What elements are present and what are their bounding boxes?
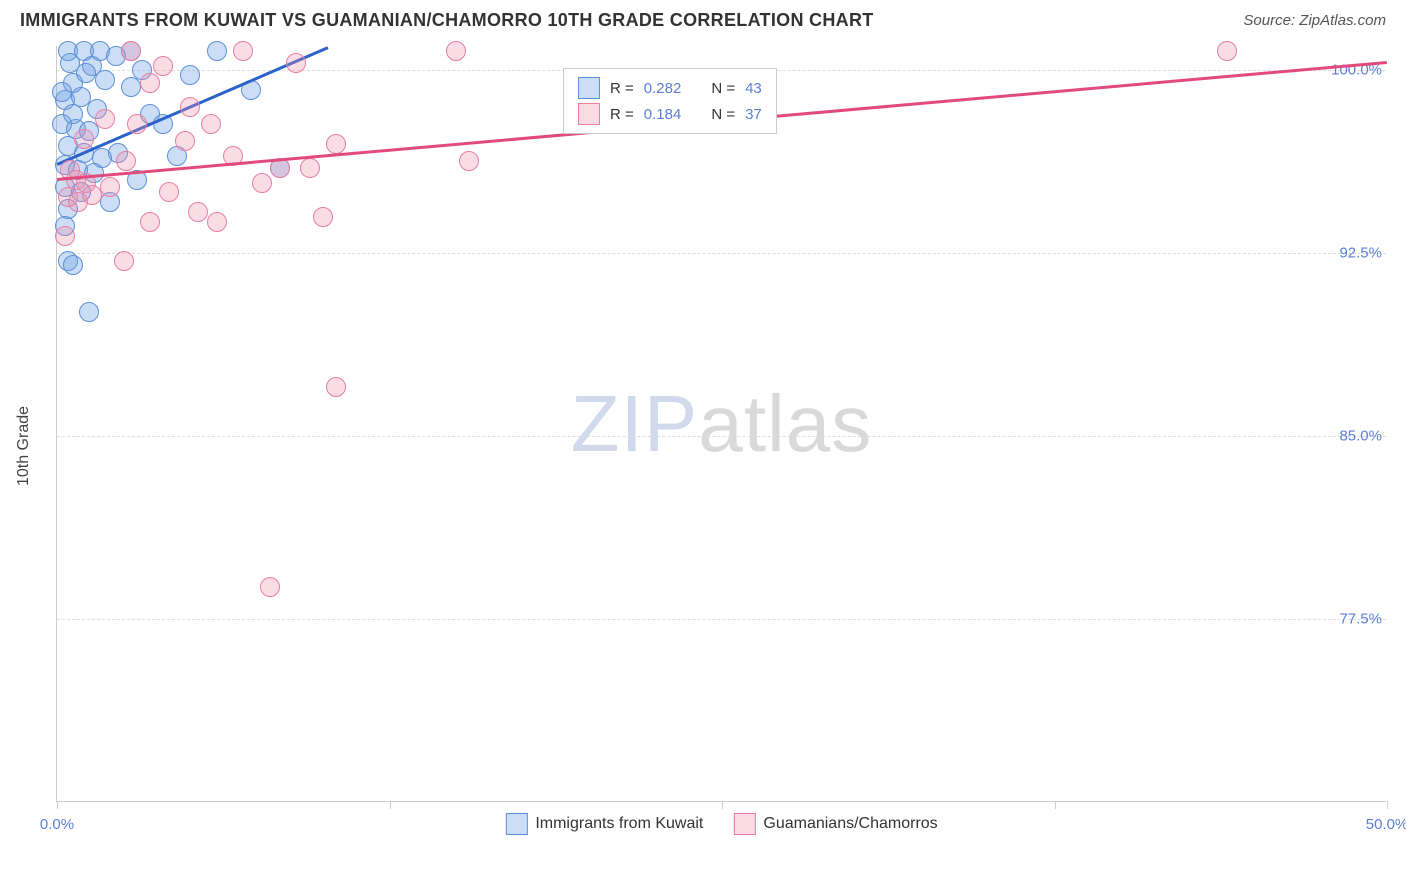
source-name: ZipAtlas.com	[1299, 12, 1386, 29]
legend-n-value: 37	[745, 106, 762, 123]
legend-swatch	[733, 813, 755, 835]
gridline-y	[57, 436, 1386, 437]
legend-swatch	[578, 77, 600, 99]
gridline-y	[57, 253, 1386, 254]
legend-label: Immigrants from Kuwait	[535, 815, 703, 833]
scatter-point-guam	[175, 131, 195, 151]
scatter-point-guam	[121, 41, 141, 61]
scatter-point-guam	[207, 212, 227, 232]
source-label: Source:	[1243, 12, 1299, 29]
legend-stats-row: R = 0.184 N = 37	[578, 101, 762, 127]
legend-item-guam: Guamanians/Chamorros	[733, 813, 937, 835]
scatter-point-kuwait	[63, 104, 83, 124]
scatter-point-kuwait	[79, 302, 99, 322]
scatter-point-guam	[180, 97, 200, 117]
legend-r-label: R =	[610, 80, 634, 97]
x-tick	[1387, 801, 1388, 809]
scatter-point-kuwait	[63, 255, 83, 275]
legend-n-label: N =	[711, 80, 735, 97]
scatter-point-guam	[459, 151, 479, 171]
scatter-point-guam	[114, 251, 134, 271]
x-tick	[390, 801, 391, 809]
scatter-point-guam	[326, 377, 346, 397]
y-tick-label: 92.5%	[1339, 245, 1382, 262]
y-axis-label: 10th Grade	[15, 406, 33, 486]
scatter-chart: ZIPatlas 77.5%85.0%92.5%100.0%0.0%50.0%R…	[56, 46, 1386, 802]
legend-stats-row: R = 0.282 N = 43	[578, 75, 762, 101]
legend-swatch	[505, 813, 527, 835]
watermark-atlas: atlas	[698, 379, 872, 468]
legend-swatch	[578, 103, 600, 125]
scatter-point-guam	[55, 226, 75, 246]
scatter-point-kuwait	[52, 82, 72, 102]
scatter-point-guam	[127, 114, 147, 134]
scatter-point-guam	[159, 182, 179, 202]
source-attribution: Source: ZipAtlas.com	[1243, 12, 1386, 30]
scatter-point-guam	[326, 134, 346, 154]
y-tick-label: 85.0%	[1339, 428, 1382, 445]
scatter-point-guam	[300, 158, 320, 178]
scatter-point-guam	[74, 129, 94, 149]
x-tick	[1055, 801, 1056, 809]
scatter-point-guam	[260, 577, 280, 597]
legend-r-value: 0.184	[644, 106, 682, 123]
scatter-point-kuwait	[180, 65, 200, 85]
legend-item-kuwait: Immigrants from Kuwait	[505, 813, 703, 835]
watermark: ZIPatlas	[571, 378, 872, 470]
legend-bottom: Immigrants from Kuwait Guamanians/Chamorr…	[505, 813, 937, 835]
legend-r-label: R =	[610, 106, 634, 123]
scatter-point-guam	[95, 109, 115, 129]
scatter-point-guam	[252, 173, 272, 193]
scatter-point-guam	[82, 185, 102, 205]
chart-title: IMMIGRANTS FROM KUWAIT VS GUAMANIAN/CHAM…	[20, 10, 874, 31]
scatter-point-guam	[233, 41, 253, 61]
legend-r-value: 0.282	[644, 80, 682, 97]
scatter-point-guam	[286, 53, 306, 73]
scatter-point-guam	[140, 212, 160, 232]
scatter-point-guam	[446, 41, 466, 61]
scatter-point-guam	[313, 207, 333, 227]
scatter-point-kuwait	[121, 77, 141, 97]
x-tick	[722, 801, 723, 809]
x-tick-label: 0.0%	[40, 816, 74, 833]
legend-label: Guamanians/Chamorros	[763, 815, 937, 833]
legend-stats-box: R = 0.282 N = 43 R = 0.184 N = 37	[563, 68, 777, 134]
scatter-point-guam	[140, 73, 160, 93]
x-tick-label: 50.0%	[1366, 816, 1406, 833]
scatter-point-guam	[100, 177, 120, 197]
scatter-point-kuwait	[76, 63, 96, 83]
gridline-y	[57, 619, 1386, 620]
scatter-point-guam	[153, 56, 173, 76]
scatter-point-kuwait	[95, 70, 115, 90]
legend-n-label: N =	[711, 106, 735, 123]
scatter-point-guam	[116, 151, 136, 171]
scatter-point-guam	[188, 202, 208, 222]
watermark-zip: ZIP	[571, 379, 698, 468]
y-tick-label: 77.5%	[1339, 611, 1382, 628]
x-tick	[57, 801, 58, 809]
scatter-point-guam	[1217, 41, 1237, 61]
scatter-point-guam	[201, 114, 221, 134]
legend-n-value: 43	[745, 80, 762, 97]
scatter-point-kuwait	[207, 41, 227, 61]
